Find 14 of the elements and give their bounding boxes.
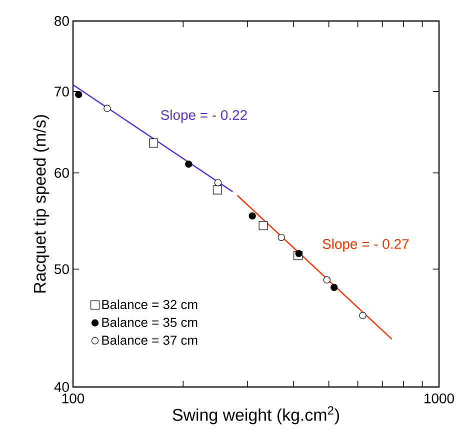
legend-label: Balance = 35 cm bbox=[102, 317, 198, 327]
x-axis-title: Swing weight (kg.cm$^{2}$) bbox=[172, 406, 339, 424]
legend-label: Balance = 37 cm bbox=[102, 335, 198, 345]
y-axis-title: Racquet tip speed (m/s) bbox=[33, 115, 50, 292]
annotation: Slope = - 0.27 bbox=[322, 238, 409, 252]
y-tick-label: 60 bbox=[54, 168, 69, 178]
legend-label: Balance = 32 cm bbox=[102, 300, 198, 310]
y-tick-label: 50 bbox=[54, 264, 69, 274]
y-tick-label: 80 bbox=[54, 16, 69, 26]
x-tick-label: 1000 bbox=[424, 393, 454, 404]
annotation: Slope = - 0.22 bbox=[160, 110, 247, 123]
y-tick-label: 70 bbox=[54, 86, 69, 96]
x-tick-label: 100 bbox=[62, 393, 84, 404]
y-tick-label: 40 bbox=[54, 382, 69, 392]
